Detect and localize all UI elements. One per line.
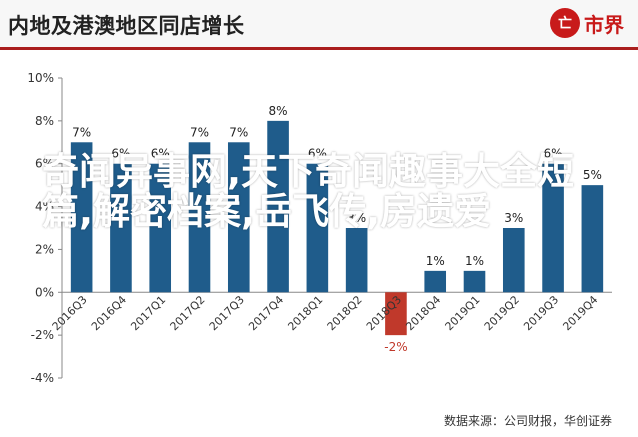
x-tick-label-2017Q4: 2017Q4 [246,293,286,333]
x-tick-label-2017Q1: 2017Q1 [128,293,168,333]
data-label-2018Q4: 1% [426,254,445,268]
y-tick-label: 8% [35,114,54,128]
x-tick-label-2019Q1: 2019Q1 [443,293,483,333]
y-tick-label: 2% [35,242,54,256]
data-label-2017Q3: 7% [229,125,248,139]
y-tick-label: -4% [31,371,54,385]
x-tick-label-2017Q3: 2017Q3 [207,293,247,333]
y-tick-label: 6% [35,157,54,171]
logo-text: 市界 [584,12,624,37]
bar-2018Q4 [424,270,447,293]
bar-2019Q2 [502,228,525,293]
bar-2017Q1 [149,163,172,293]
data-label-2016Q3: 7% [72,125,91,139]
data-label-2018Q1: 6% [308,147,327,161]
logo-icon: 亡 [550,8,580,38]
y-tick-label: -2% [31,328,54,342]
bar-2019Q4 [581,185,604,293]
x-tick-label-2018Q4: 2018Q4 [403,293,443,333]
bar-2018Q1 [306,163,329,293]
x-tick-label-2016Q3: 2016Q3 [50,293,90,333]
data-label-2017Q1: 6% [151,147,170,161]
y-tick-label: 10% [27,71,54,85]
bar-chart: -4% -2% 0% 2% 4% 6% 8% 10% 7% 2016Q3 6% 2016Q4 6% 201… [27,71,612,385]
bar-2019Q3 [542,163,564,293]
data-label-2019Q4: 5% [583,168,602,182]
x-tick-label-2018Q1: 2018Q1 [285,293,325,333]
data-label-2016Q4: 6% [111,147,130,161]
x-tick-label-2019Q4: 2019Q4 [560,293,600,333]
x-tick-label-2017Q2: 2017Q2 [168,293,208,333]
bar-2019Q1 [463,270,486,293]
y-tick-label: 4% [35,200,54,214]
data-source-note: 数据来源：公司财报，华创证券 [443,414,612,428]
bar-2017Q3 [227,142,250,293]
brand-logo: 亡 市界 [550,8,624,38]
data-label-2019Q3: 6% [544,147,563,161]
bar-2016Q3 [70,142,93,293]
x-tick-label-2018Q2: 2018Q2 [325,293,365,333]
chart-title: 内地及港澳地区同店增长 [8,14,245,38]
data-label-2019Q1: 1% [465,254,484,268]
data-label-2017Q4: 8% [269,104,288,118]
x-tick-label-2019Q2: 2019Q2 [482,293,522,333]
x-tick-label-2016Q4: 2016Q4 [89,293,129,333]
x-tick-label-2019Q3: 2019Q3 [521,293,561,333]
bar-2018Q3 [385,292,407,336]
bar-2016Q4 [110,163,132,293]
data-label-2018Q3: -2% [384,340,407,354]
data-label-2019Q2: 3% [504,211,523,225]
y-tick-label: 0% [35,285,54,299]
bar-2017Q2 [188,142,211,293]
bar-2017Q4 [267,120,289,293]
data-label-2017Q2: 7% [190,125,209,139]
chart-header: 内地及港澳地区同店增长 亡 市界 [0,0,638,50]
bar-2018Q2 [345,228,368,293]
watermark-overlay-text: 奇闻异事网,天下奇闻趣事大全短篇,解密档案,岳飞传,房遗爱 [42,150,575,233]
data-label-2018Q2: 3% [347,211,366,225]
